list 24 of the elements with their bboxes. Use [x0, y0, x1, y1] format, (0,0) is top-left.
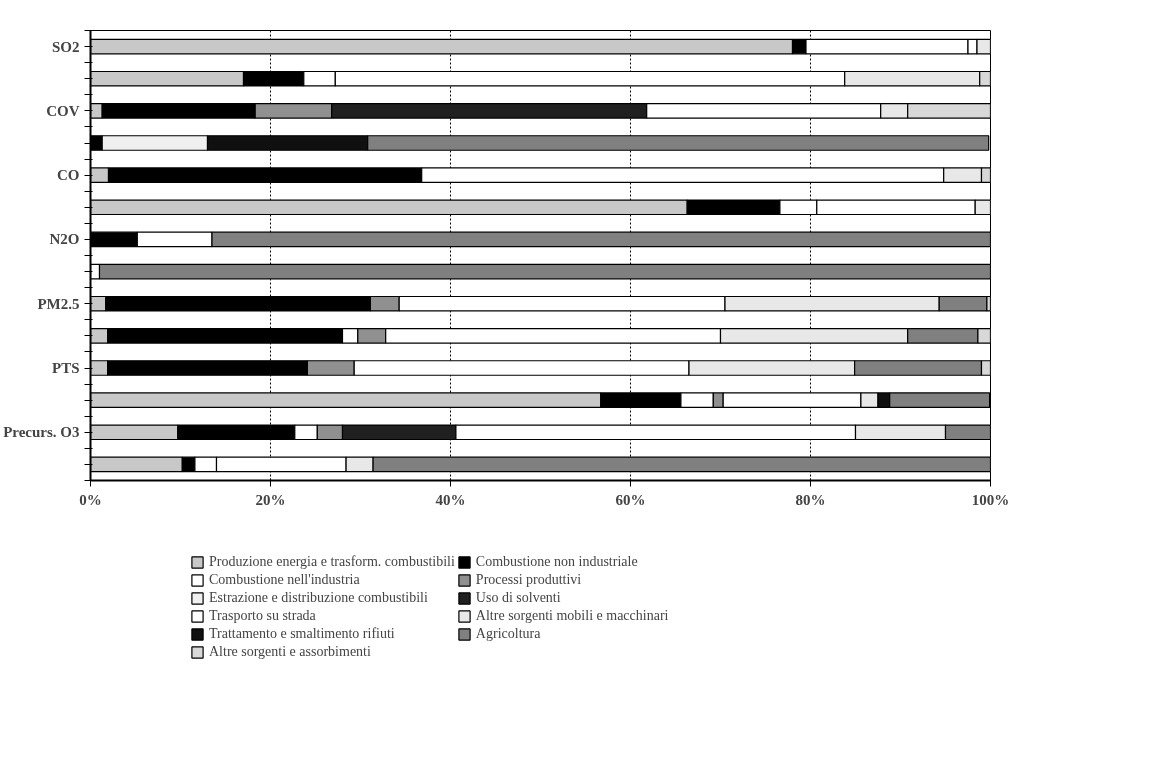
y-tick-label: PTS [51, 360, 80, 376]
y-tick-label: SO2 [51, 38, 80, 55]
x-tick-label: 40% [435, 491, 466, 508]
legend-label: Trattamento e smaltimento rifiuti [209, 626, 395, 642]
y-tick-label: N2O [49, 231, 80, 248]
legend-label: Combustione nell'industria [209, 572, 360, 588]
legend-label: Produzione energia e trasform. combustibili [209, 554, 455, 570]
x-tick-label: 60% [615, 491, 646, 508]
x-tick-label: 80% [795, 491, 826, 508]
y-tick-label: Precurs. O3 [3, 424, 80, 441]
legend-label: Altre sorgenti e assorbimenti [209, 644, 371, 660]
x-tick-label: 100% [971, 491, 1010, 508]
y-tick-label: PM2.5 [37, 295, 80, 312]
legend-label: Trasporto su strada [209, 608, 316, 624]
legend-label: Altre sorgenti mobili e macchinari [475, 608, 669, 624]
legend-label: Combustione non industriale [475, 554, 638, 570]
legend-label: Uso di solventi [475, 590, 561, 606]
x-tick-label: 20% [255, 491, 286, 508]
y-tick-label: CO [57, 167, 80, 184]
x-tick-label: 0% [79, 491, 102, 508]
y-tick-label: COV [46, 102, 80, 119]
legend-label: Processi produttivi [475, 572, 582, 588]
legend-label: Agricoltura [475, 626, 541, 642]
legend-label: Estrazione e distribuzione combustibili [209, 590, 428, 606]
